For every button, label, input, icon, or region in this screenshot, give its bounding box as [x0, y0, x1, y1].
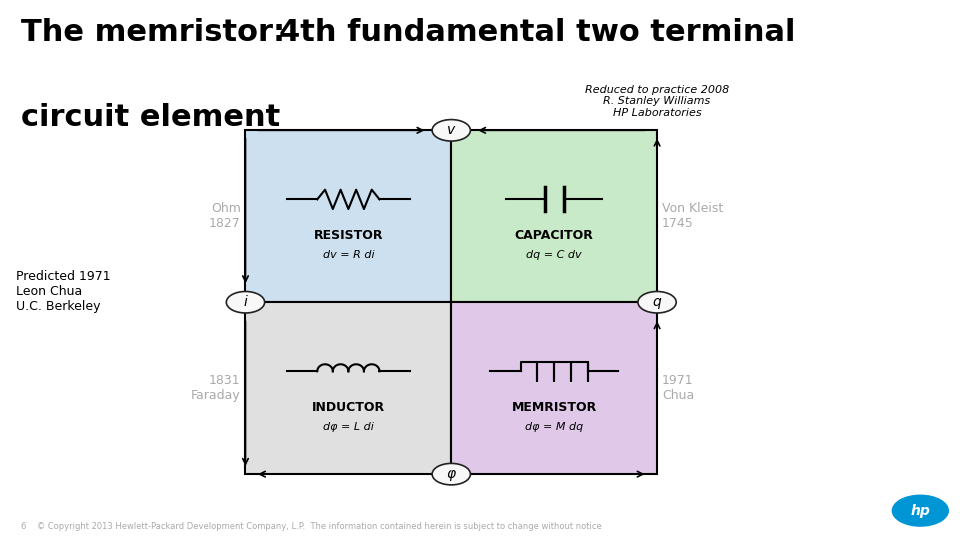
Text: q: q [653, 295, 661, 309]
Circle shape [432, 119, 470, 141]
Text: RESISTOR: RESISTOR [314, 229, 383, 242]
Bar [246, 130, 451, 302]
Circle shape [227, 292, 265, 313]
Text: i: i [244, 295, 248, 309]
Text: v: v [447, 123, 455, 137]
Text: Von Kleist
1745: Von Kleist 1745 [661, 202, 723, 230]
Text: CAPACITOR: CAPACITOR [515, 229, 593, 242]
Text: Ohm
1827: Ohm 1827 [209, 202, 241, 230]
Circle shape [638, 292, 676, 313]
Text: 1971
Chua: 1971 Chua [661, 374, 694, 402]
Circle shape [892, 495, 949, 527]
Text: dφ = M dq: dφ = M dq [525, 422, 584, 433]
Text: 4th fundamental two terminal: 4th fundamental two terminal [279, 17, 796, 46]
Text: Predicted 1971
Leon Chua
U.C. Berkeley: Predicted 1971 Leon Chua U.C. Berkeley [15, 270, 110, 313]
Text: φ: φ [446, 467, 456, 481]
Text: dv = R di: dv = R di [323, 251, 374, 260]
Circle shape [432, 463, 470, 485]
Text: circuit element: circuit element [20, 104, 279, 132]
Text: INDUCTOR: INDUCTOR [312, 401, 385, 414]
Text: MEMRISTOR: MEMRISTOR [512, 401, 597, 414]
Text: 6    © Copyright 2013 Hewlett-Packard Development Company, L.P.  The information: 6 © Copyright 2013 Hewlett-Packard Devel… [20, 522, 601, 531]
Text: dq = C dv: dq = C dv [526, 251, 582, 260]
Bar [246, 302, 451, 474]
Bar [451, 302, 657, 474]
Bar [451, 130, 657, 302]
Text: dφ = L di: dφ = L di [323, 422, 373, 433]
Text: hp: hp [910, 504, 930, 518]
Text: 1831
Faraday: 1831 Faraday [191, 374, 241, 402]
Text: Reduced to practice 2008
R. Stanley Williams
HP Laboratories: Reduced to practice 2008 R. Stanley Will… [585, 85, 730, 118]
Text: The memristor:: The memristor: [20, 17, 285, 46]
